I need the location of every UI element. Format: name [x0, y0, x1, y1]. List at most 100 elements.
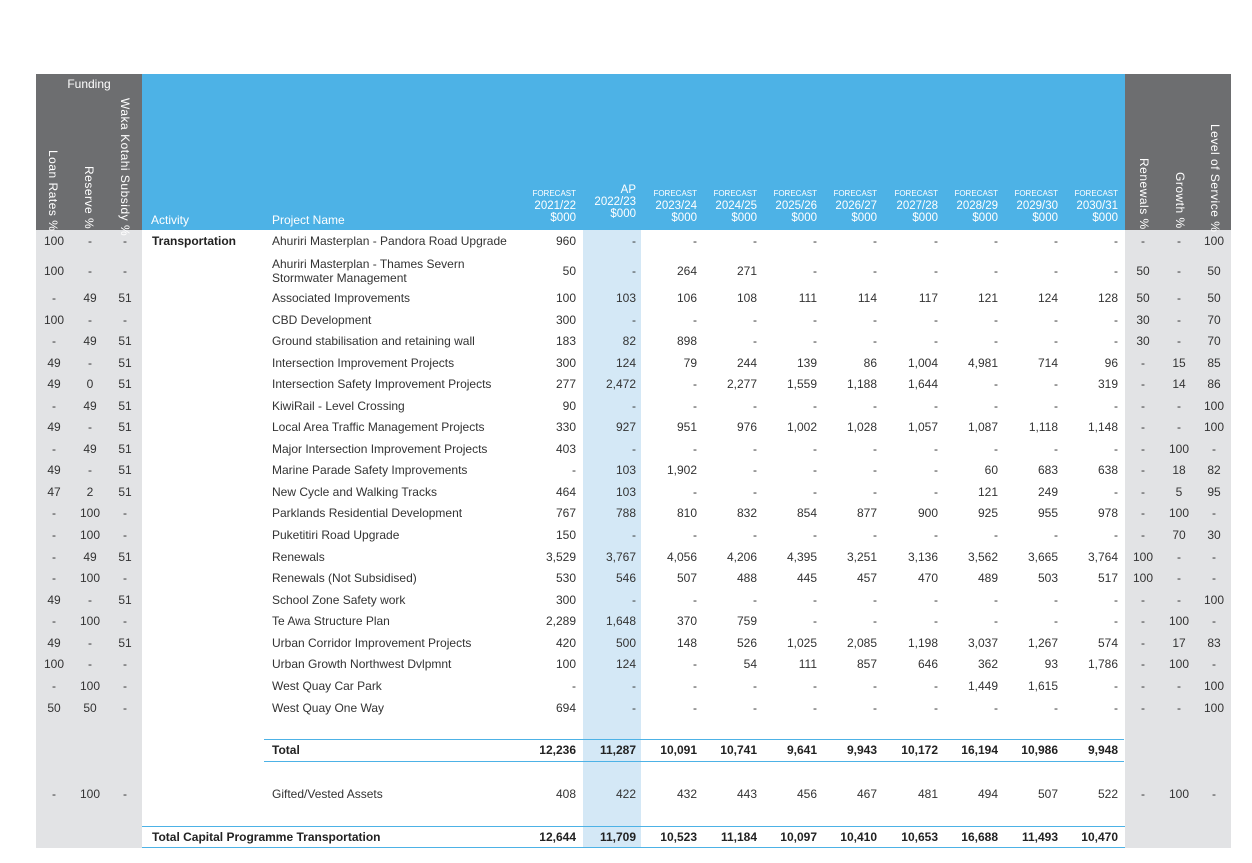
year-header-unit: $000 — [912, 212, 938, 224]
category-cell: - — [1212, 571, 1216, 585]
total-value: 10,172 — [901, 743, 938, 757]
category-cell: 50 — [1136, 291, 1150, 305]
year-header-year: 2028/29 — [956, 200, 998, 212]
value-cell: - — [1054, 334, 1058, 348]
funding-cell: 49 — [83, 291, 97, 305]
value-cell: 100 — [555, 291, 576, 305]
value-cell: 1,118 — [1028, 420, 1058, 434]
category-cell: 100 — [1203, 593, 1225, 607]
value-cell: 1,559 — [786, 377, 817, 391]
value-cell: 249 — [1037, 485, 1058, 499]
category-cell: 83 — [1207, 636, 1221, 650]
value-cell: - — [753, 463, 757, 477]
funding-cell: 49 — [83, 399, 97, 413]
value-cell: - — [813, 234, 817, 248]
funding-cell: - — [88, 657, 92, 671]
value-cell: - — [693, 593, 697, 607]
total-value: 10,091 — [660, 743, 697, 757]
category-header — [1125, 74, 1231, 230]
value-cell: 1,902 — [666, 463, 697, 477]
funding-cell: - — [88, 593, 92, 607]
funding-cell: 51 — [118, 377, 132, 391]
funding-cell: 100 — [43, 657, 65, 671]
value-cell: 443 — [736, 787, 757, 801]
value-cell: 2,277 — [726, 377, 757, 391]
value-cell: 638 — [1097, 463, 1118, 477]
funding-cell: - — [88, 420, 92, 434]
main-header — [142, 74, 1125, 230]
value-cell: - — [632, 701, 636, 715]
value-cell: 4,206 — [726, 550, 757, 564]
value-cell: 4,981 — [967, 356, 998, 370]
funding-cell: 100 — [79, 528, 101, 542]
total-value: 9,943 — [846, 743, 877, 757]
funding-cell: 51 — [118, 291, 132, 305]
value-cell: - — [994, 234, 998, 248]
value-cell: - — [693, 442, 697, 456]
grand-total-value: 10,523 — [660, 830, 697, 844]
category-cell: - — [1177, 679, 1181, 693]
year-header-unit: $000 — [851, 212, 877, 224]
category-cell: 100 — [1203, 679, 1225, 693]
value-cell: - — [934, 485, 938, 499]
year-header: FORECAST 2025/26 $000 — [757, 188, 817, 224]
value-cell: 420 — [555, 636, 576, 650]
value-cell: 124 — [615, 356, 636, 370]
value-cell: 927 — [615, 420, 636, 434]
value-cell: 121 — [977, 485, 998, 499]
funding-cell: 51 — [118, 485, 132, 499]
value-cell: - — [693, 399, 697, 413]
value-cell: - — [994, 399, 998, 413]
value-cell: 574 — [1097, 636, 1118, 650]
funding-cell: - — [123, 701, 127, 715]
value-cell: 3,562 — [967, 550, 998, 564]
value-cell: 500 — [615, 636, 636, 650]
category-cell: - — [1212, 506, 1216, 520]
value-cell: - — [693, 679, 697, 693]
value-cell: 183 — [555, 334, 576, 348]
activity-name: Transportation — [152, 234, 237, 248]
value-cell: 264 — [676, 264, 697, 278]
funding-cell: 49 — [47, 463, 61, 477]
value-cell: 139 — [796, 356, 817, 370]
value-cell: 103 — [615, 485, 636, 499]
year-header-type: AP — [620, 184, 636, 196]
value-cell: 526 — [736, 636, 757, 650]
value-cell: - — [1054, 614, 1058, 628]
value-cell: - — [934, 528, 938, 542]
funding-cell: - — [52, 571, 56, 585]
category-cell: - — [1141, 593, 1145, 607]
funding-cell: - — [123, 614, 127, 628]
category-cell: 5 — [1175, 485, 1183, 499]
category-cell: - — [1141, 506, 1145, 520]
category-cell: - — [1141, 377, 1145, 391]
value-cell: 3,037 — [967, 636, 998, 650]
value-cell: 3,529 — [545, 550, 576, 564]
value-cell: - — [1054, 701, 1058, 715]
value-cell: - — [873, 442, 877, 456]
year-header-year: 2025/26 — [775, 200, 817, 212]
value-cell: 90 — [562, 399, 576, 413]
category-cell: - — [1141, 657, 1145, 671]
funding-cell: - — [52, 399, 56, 413]
value-cell: - — [1054, 442, 1058, 456]
value-cell: 82 — [622, 334, 636, 348]
funding-label: Funding — [67, 77, 111, 91]
value-cell: - — [994, 701, 998, 715]
funding-cell: - — [123, 528, 127, 542]
funding-cell: 0 — [86, 377, 94, 391]
value-cell: 546 — [615, 571, 636, 585]
funding-cell: 49 — [47, 377, 61, 391]
value-cell: 432 — [676, 787, 697, 801]
value-cell: 456 — [796, 787, 817, 801]
category-cell: 70 — [1207, 334, 1221, 348]
category-cell: - — [1177, 234, 1181, 248]
category-cell: 100 — [1168, 442, 1190, 456]
value-cell: 978 — [1097, 506, 1118, 520]
value-cell: - — [693, 234, 697, 248]
value-cell: - — [934, 593, 938, 607]
category-cell: 17 — [1172, 636, 1186, 650]
value-cell: - — [873, 264, 877, 278]
project-name: Puketitiri Road Upgrade — [272, 528, 400, 542]
value-cell: - — [873, 399, 877, 413]
